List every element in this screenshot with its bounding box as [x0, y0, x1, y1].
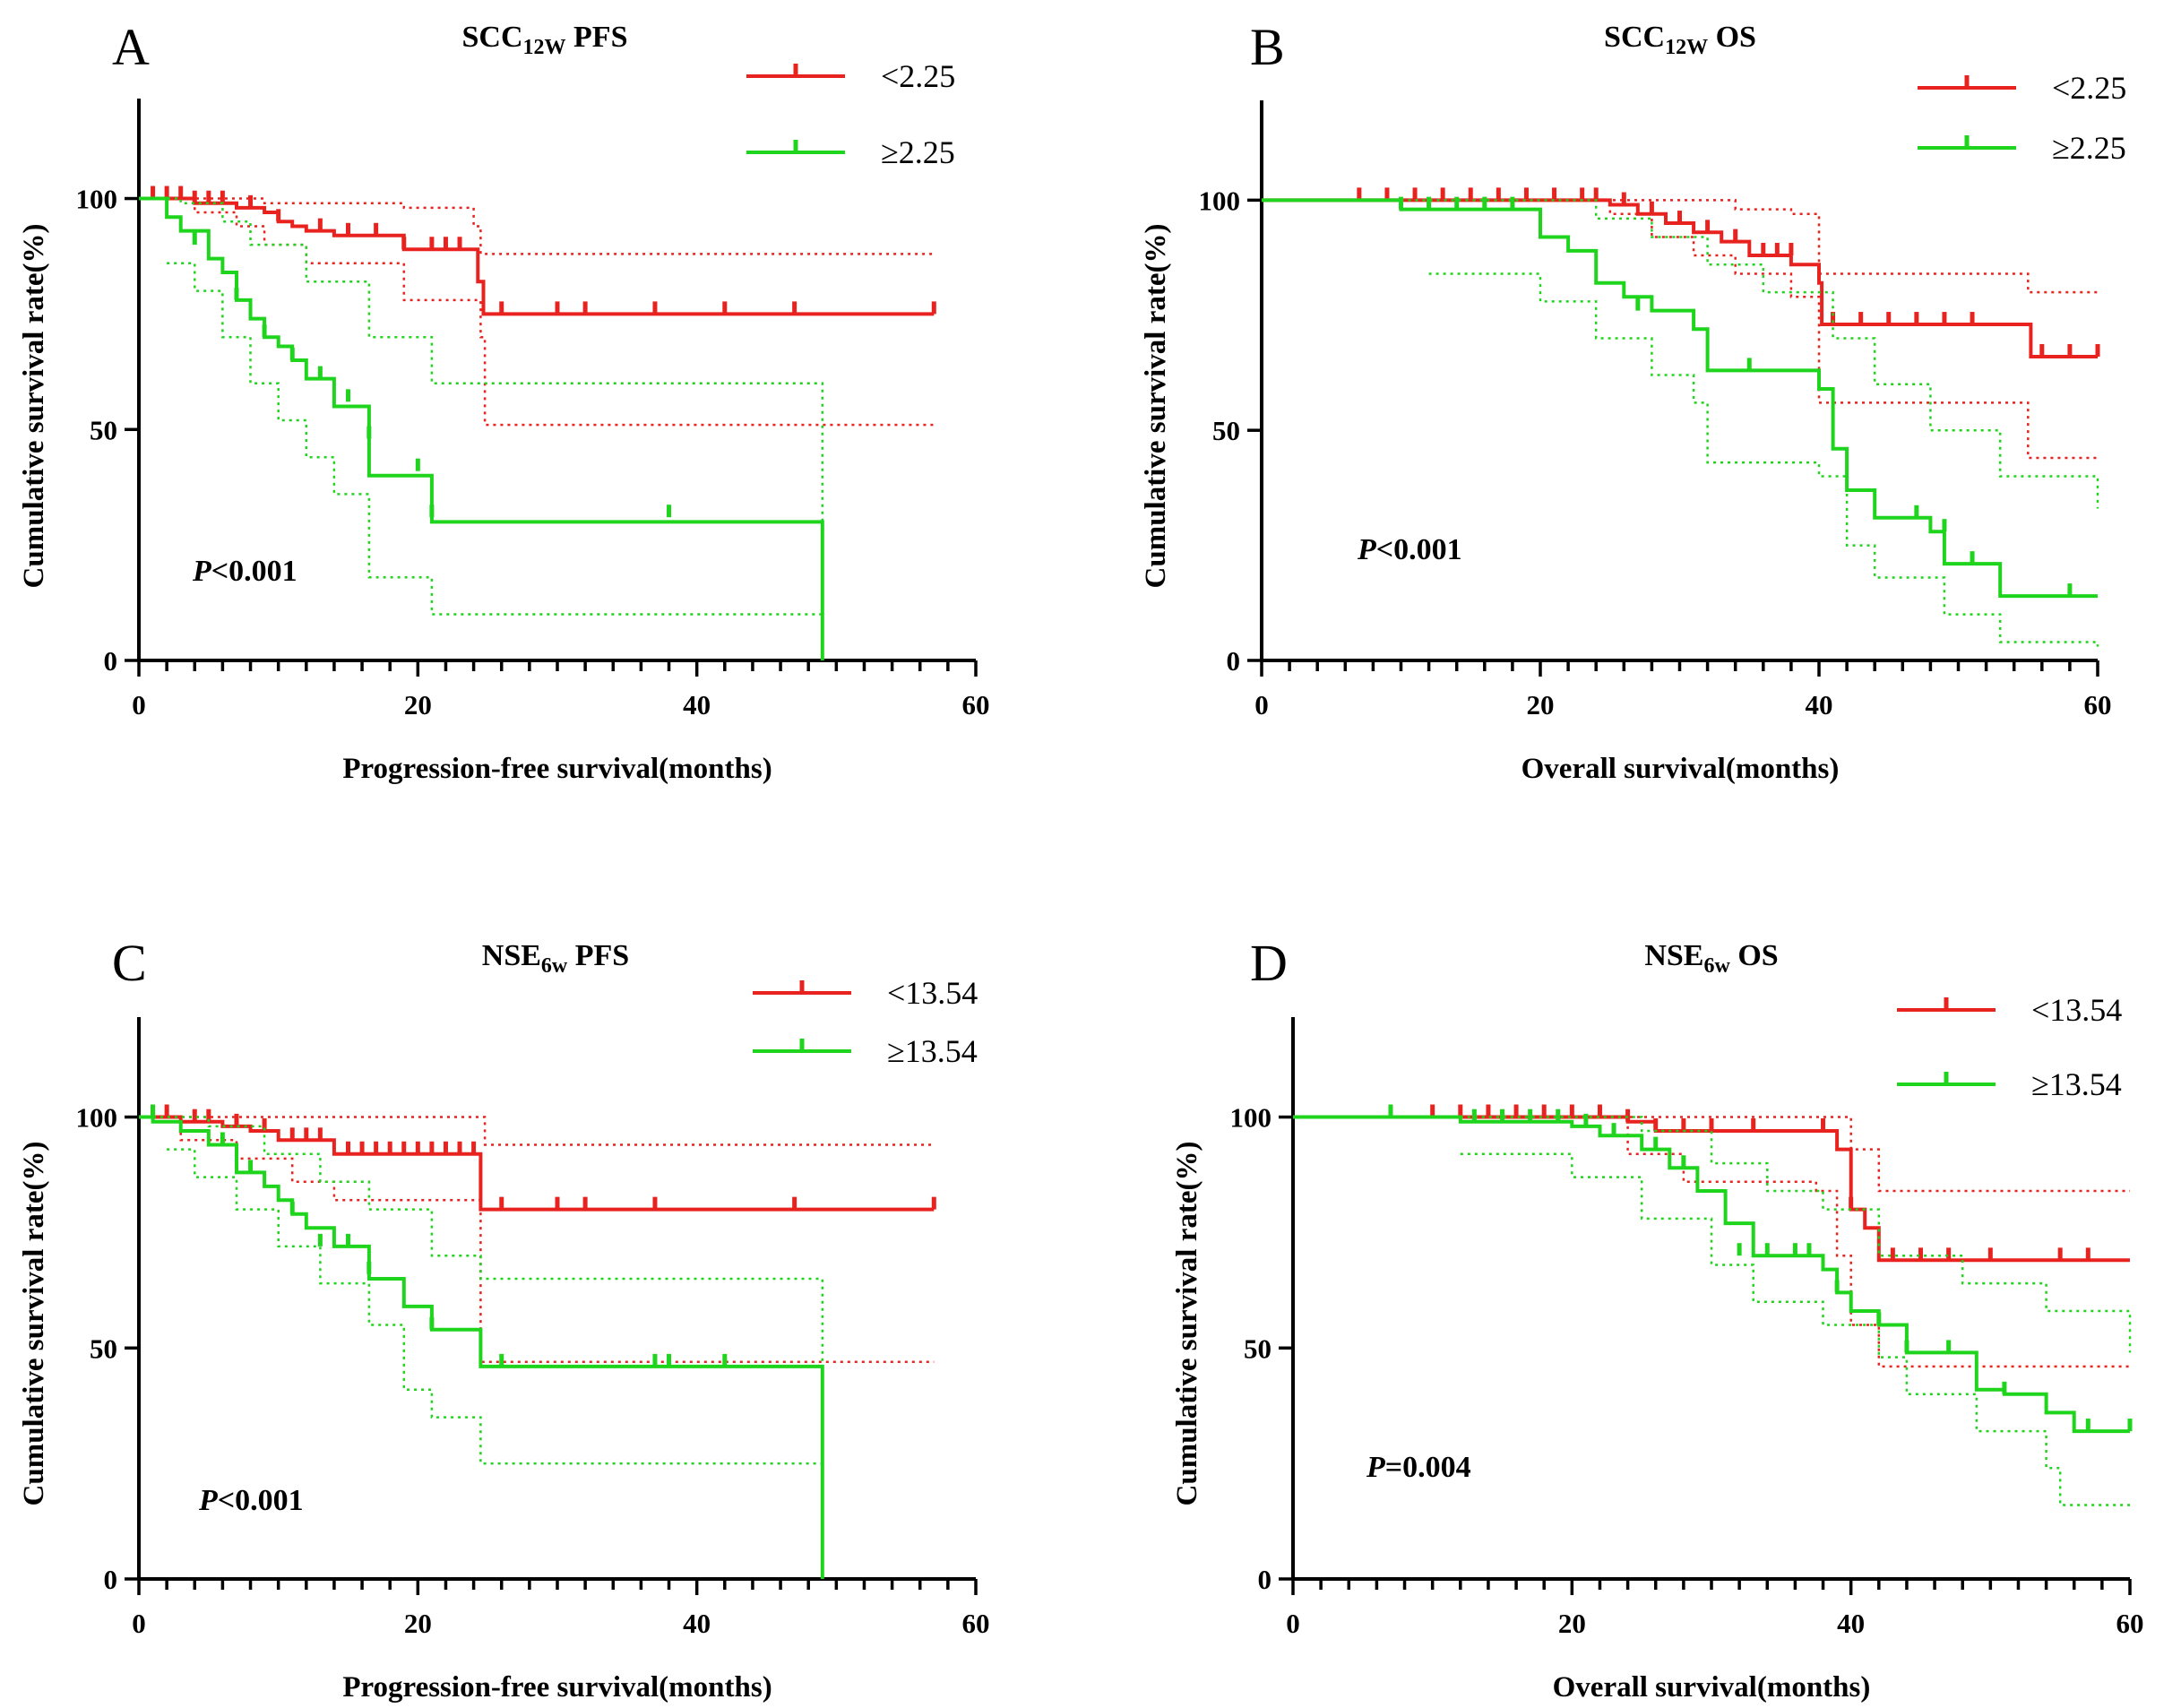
ci-lower-line [167, 262, 823, 616]
ci-upper-line [139, 1116, 935, 1146]
p-value: P<0.001 [1357, 533, 1462, 566]
panel-letter: B [1250, 18, 1285, 76]
p-value: P<0.001 [192, 555, 297, 588]
x-axis-label: Overall survival(months) [1553, 1671, 1871, 1704]
y-axis-label: Cumulative survival rate(%) [1140, 224, 1172, 589]
x-tick-label: 40 [1837, 1608, 1865, 1639]
panel-title: SCC12W PFS [462, 21, 628, 59]
ci-lower-line [139, 1116, 935, 1363]
ci-lower-line [167, 1148, 823, 1465]
ci-lower-line [1293, 1116, 2130, 1368]
series-high: ≥13.54 [139, 1033, 978, 1579]
y-tick-label: 50 [1244, 1333, 1272, 1364]
y-tick-label: 100 [76, 184, 118, 215]
x-tick-label: 60 [962, 689, 990, 720]
x-tick-label: 0 [1286, 1608, 1300, 1639]
x-tick-label: 60 [2084, 689, 2112, 720]
ci-upper-line [139, 197, 824, 660]
x-tick-label: 60 [2116, 1608, 2144, 1639]
survival-line [1262, 198, 2098, 599]
legend-label: <13.54 [887, 975, 978, 1011]
survival-line [139, 1115, 824, 1579]
legend-label: <13.54 [2031, 992, 2122, 1028]
legend-label: ≥13.54 [2031, 1066, 2122, 1102]
series-low: <2.25 [139, 58, 955, 427]
series-low: <2.25 [1262, 70, 2126, 460]
ci-upper-line [139, 1116, 824, 1579]
panel-title: NSE6w PFS [482, 939, 629, 978]
x-tick-label: 40 [683, 1608, 711, 1639]
survival-line [139, 196, 935, 316]
y-tick-label: 0 [104, 645, 118, 677]
ci-upper-line [1262, 199, 2098, 294]
panel-c: C NSE6w PFS 0 20 40 60 0 50 100 Progression-free … [18, 934, 990, 1704]
panel-letter: A [112, 18, 150, 76]
survival-line [139, 196, 824, 660]
survival-line [139, 1115, 935, 1212]
x-tick-label: 20 [1558, 1608, 1586, 1639]
y-tick-label: 50 [90, 414, 117, 445]
ci-upper-line [1401, 199, 2099, 509]
y-tick-label: 100 [1199, 185, 1241, 216]
survival-line [1262, 198, 2098, 358]
series-high: ≥2.25 [139, 134, 955, 660]
panel-title: NSE6w OS [1644, 939, 1778, 978]
legend-label: ≥13.54 [887, 1033, 978, 1069]
p-value: P<0.001 [198, 1484, 304, 1517]
y-tick-label: 100 [1230, 1102, 1272, 1134]
ci-lower-line [1460, 1152, 2130, 1506]
panel-letter: D [1250, 934, 1288, 992]
series-low: <13.54 [1293, 992, 2130, 1368]
x-tick-label: 0 [132, 689, 146, 720]
y-tick-label: 100 [76, 1102, 118, 1134]
x-tick-label: 0 [1254, 689, 1269, 720]
y-tick-label: 0 [1258, 1564, 1272, 1595]
y-axis-label: Cumulative survival rate(%) [18, 224, 50, 589]
legend-label: <2.25 [881, 58, 955, 94]
survival-line [1293, 1115, 2130, 1263]
y-tick-label: 50 [1212, 415, 1240, 446]
series-low: <13.54 [139, 975, 978, 1363]
x-tick-label: 40 [683, 689, 711, 720]
x-tick-label: 20 [404, 689, 432, 720]
ci-lower-line [1262, 199, 2098, 460]
ci-upper-line [1460, 1116, 2132, 1353]
series-high: ≥13.54 [1293, 1066, 2133, 1506]
x-tick-label: 0 [132, 1608, 146, 1639]
y-tick-label: 0 [1227, 645, 1241, 677]
panel-b: B SCC12W OS 0 20 40 60 0 50 100 Overall survival(… [1140, 18, 2126, 785]
panel-a: A SCC12W PFS 0 20 40 60 0 50 100 Progression-free… [18, 18, 990, 785]
ci-upper-line [139, 197, 935, 255]
x-axis-label: Overall survival(months) [1522, 753, 1840, 785]
x-axis-label: Progression-free survival(months) [342, 1671, 772, 1704]
ci-lower-line [139, 197, 935, 427]
panel-letter: C [112, 934, 147, 992]
panel-d: D NSE6w OS 0 20 40 60 0 50 100 Overall survival(m… [1171, 934, 2144, 1704]
x-axis-label: Progression-free survival(months) [342, 753, 772, 785]
x-tick-label: 60 [962, 1608, 990, 1639]
y-tick-label: 0 [104, 1564, 118, 1595]
x-tick-label: 40 [1806, 689, 1833, 720]
legend-label: <2.25 [2052, 70, 2126, 106]
x-tick-label: 20 [1527, 689, 1555, 720]
y-axis-label: Cumulative survival rate(%) [1171, 1142, 1203, 1506]
ci-lower-line [1428, 272, 2099, 647]
legend-label: ≥2.25 [881, 134, 955, 170]
series-high: ≥2.25 [1262, 130, 2126, 647]
p-value: P=0.004 [1366, 1451, 1471, 1484]
x-tick-label: 20 [404, 1608, 432, 1639]
y-tick-label: 50 [90, 1333, 117, 1364]
panel-title: SCC12W OS [1604, 21, 1756, 59]
y-axis-label: Cumulative survival rate(%) [18, 1142, 50, 1506]
legend-label: ≥2.25 [2052, 130, 2126, 166]
